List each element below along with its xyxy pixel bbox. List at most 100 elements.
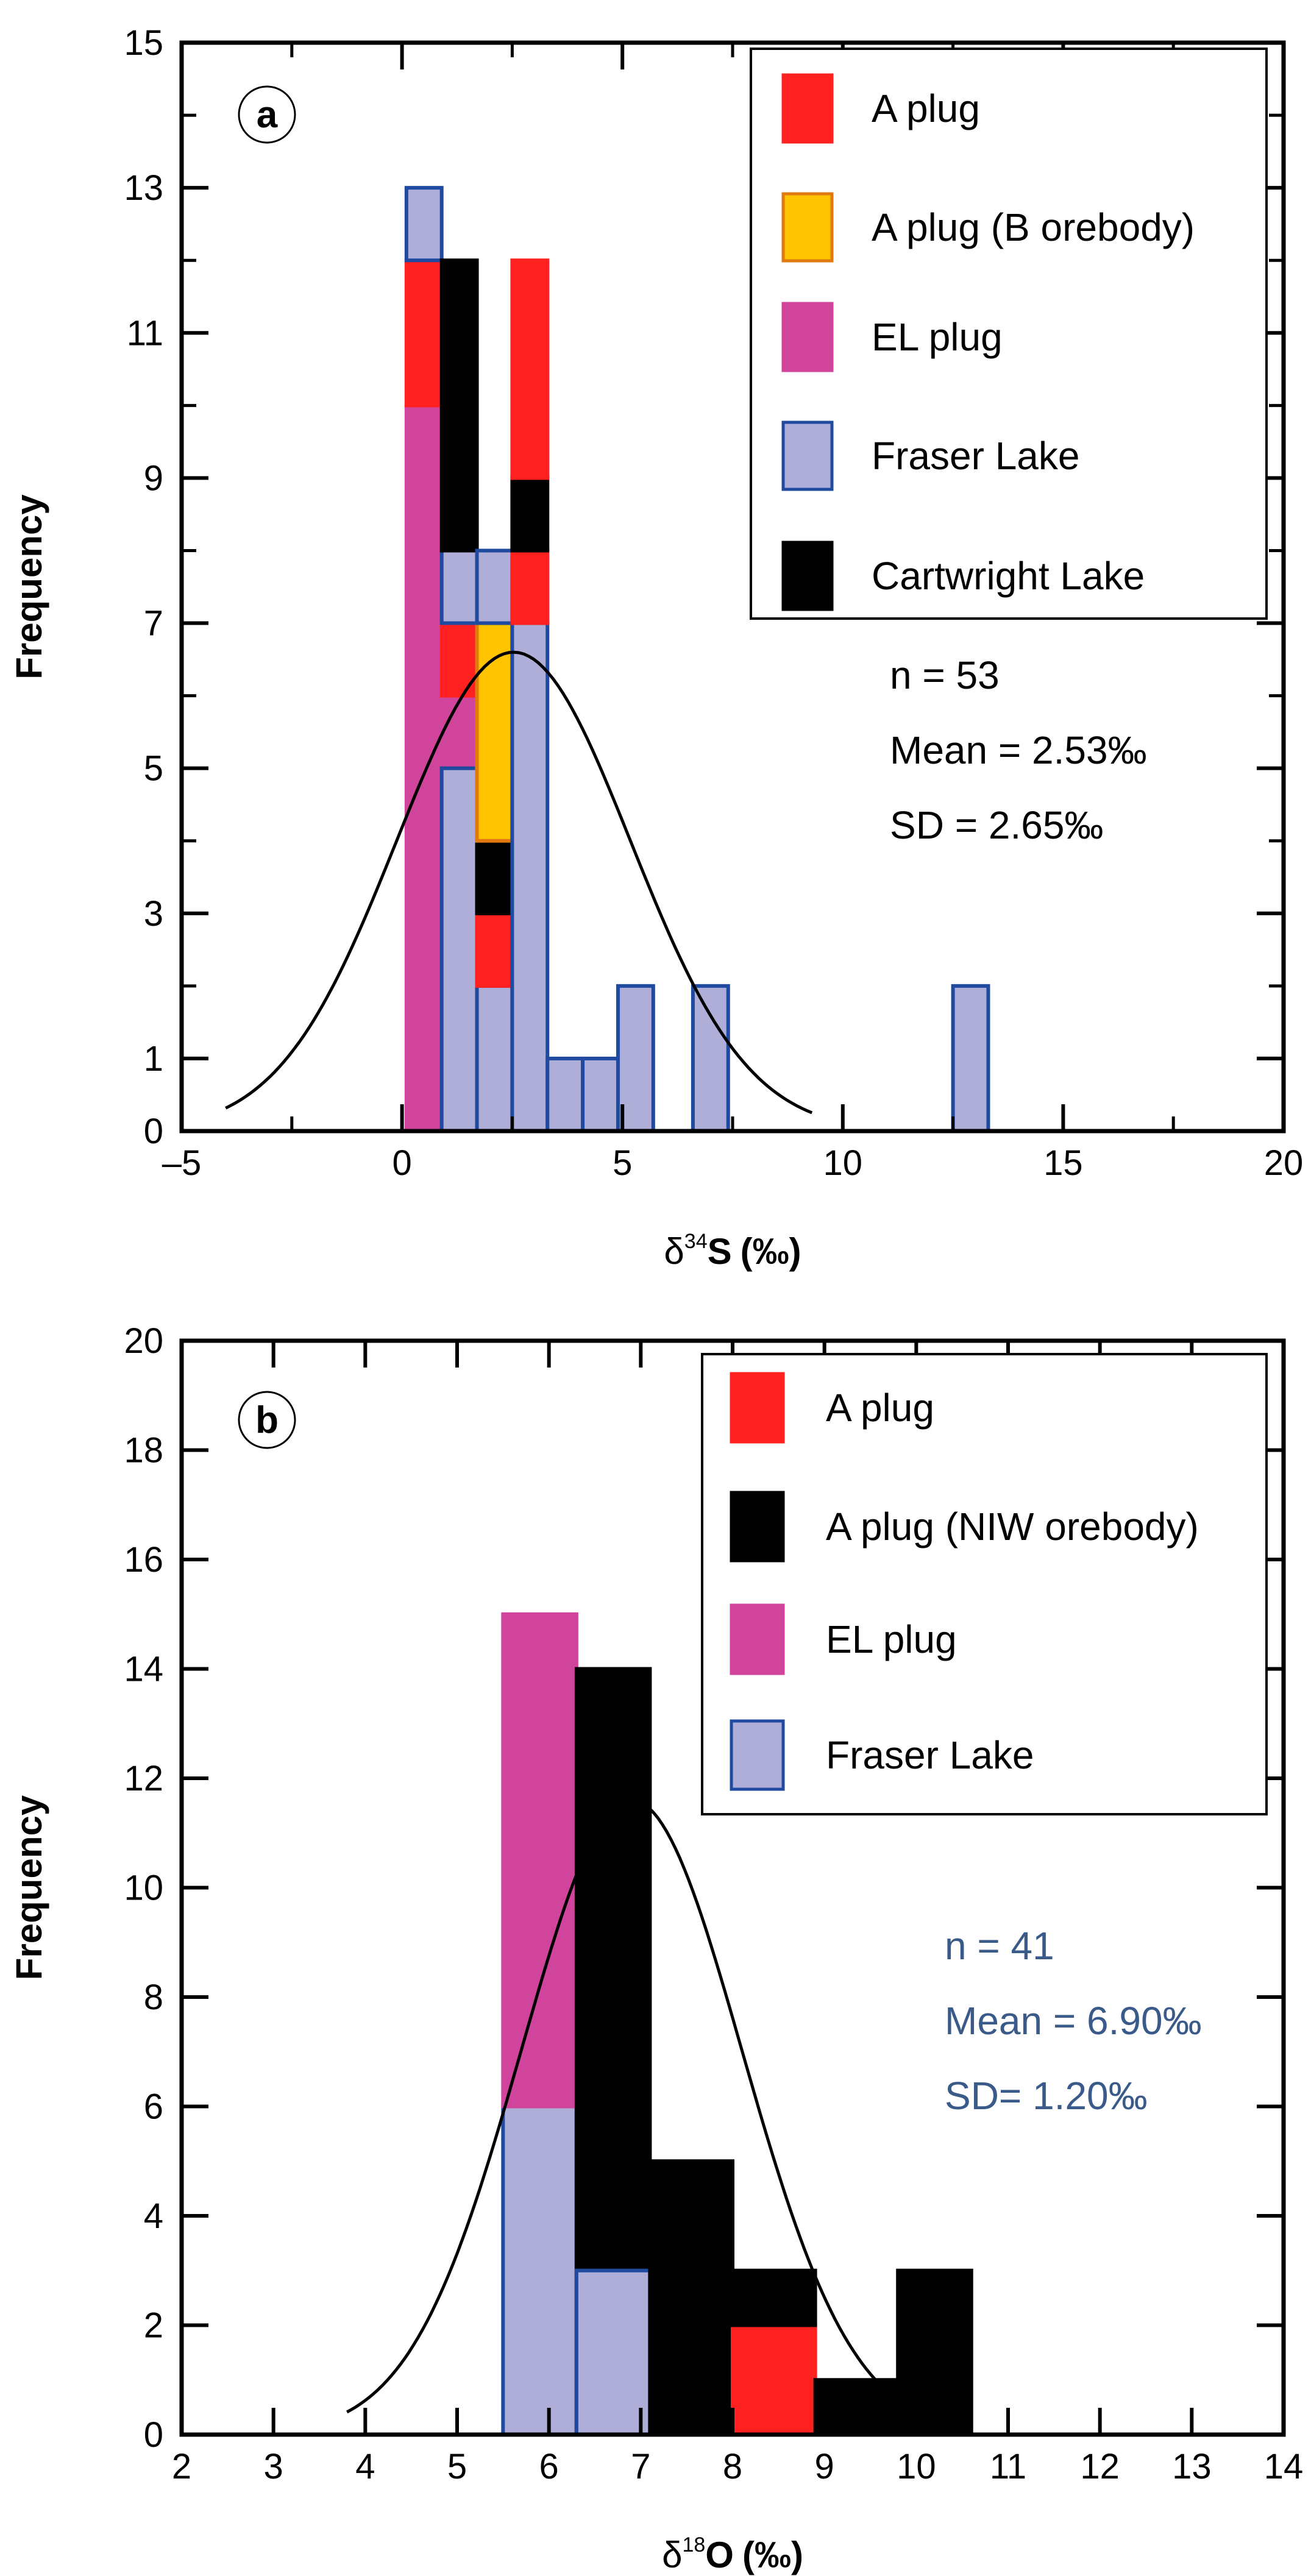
panel-a-normal-curve <box>225 650 813 1115</box>
panel-b-x-tick-label: 9 <box>815 2447 834 2486</box>
panel-b-normal-curve <box>346 1798 881 2414</box>
panel-a-bar-2-4 <box>475 548 514 625</box>
panel-a-bar-3-2 <box>510 476 550 553</box>
panel-a-stat-line-2: SD = 2.65‰ <box>890 803 1103 847</box>
panel-a-legend: A plug A plug (B orebody) EL plug Fraser La… <box>750 48 1268 620</box>
panel-a-stat-line-1: Mean = 2.53‰ <box>890 728 1147 772</box>
panel-a-bar-1-2 <box>439 548 479 625</box>
panel-b-y-tick-label: 8 <box>144 1978 163 2017</box>
panel-a-legend-label-4: Cartwright Lake <box>872 554 1145 598</box>
panel-a-legend-swatch-0 <box>781 73 834 144</box>
panel-a-bar-0-1 <box>404 258 444 408</box>
panel-b-bar-5-0 <box>896 2268 973 2436</box>
panel-a-y-tick-label: 9 <box>144 458 163 498</box>
panel-b-y-tick-label: 12 <box>124 1759 163 1798</box>
panel-a-bar-3-3 <box>510 258 550 480</box>
panel-b-letter: b <box>255 1399 279 1441</box>
panel-a-y-tick-label: 15 <box>124 23 163 63</box>
panel-b-x-tick-label: 5 <box>447 2447 467 2486</box>
panel-b-label: b <box>238 1391 296 1449</box>
panel-a-legend-swatch-2 <box>781 302 834 372</box>
panel-b-bar-0-1 <box>501 1612 578 2109</box>
panel-a-x-tick-label: 0 <box>392 1143 411 1183</box>
panel-a-legend-label-3: Fraser Lake <box>872 434 1079 478</box>
panel-a-legend-label-1: A plug (B orebody) <box>872 205 1195 249</box>
panel-a-bar-0-2 <box>404 186 444 263</box>
panel-b-x-tick-label: 14 <box>1264 2447 1304 2486</box>
panel-b-bar-0-0 <box>501 2104 578 2436</box>
panel-b-stat-line-1: Mean = 6.90‰ <box>945 1999 1202 2043</box>
panel-b-legend-label-3: Fraser Lake <box>826 1733 1034 1777</box>
panel-b-stat-line-0: n = 41 <box>945 1924 1054 1968</box>
panel-a-letter: a <box>257 94 278 136</box>
panel-a-bar-2-0 <box>475 984 514 1134</box>
panel-b-y-tick-label: 18 <box>124 1431 163 1471</box>
panel-b-legend-swatch-0 <box>730 1372 785 1444</box>
panel-b-y-tick-label: 4 <box>144 2196 163 2236</box>
panel-a-y-tick-label: 5 <box>144 749 163 789</box>
panel-a-y-tick-label: 1 <box>144 1039 163 1079</box>
panel-a-legend-label-0: A plug <box>872 87 980 130</box>
panel-a-bar-4-0 <box>545 1056 585 1134</box>
panel-a-bar-5-0 <box>581 1056 620 1134</box>
panel-a-stat-line-0: n = 53 <box>890 653 1000 697</box>
panel-b-legend-label-2: EL plug <box>826 1617 957 1661</box>
panel-b-legend-swatch-1 <box>730 1491 785 1563</box>
panel-b-y-axis-title: Frequency <box>9 1795 49 1980</box>
panel-b-y-tick-label: 14 <box>124 1650 163 1689</box>
panel-b-legend-label-1: A plug (NIW orebody) <box>826 1505 1199 1549</box>
panel-a-x-tick-label: 15 <box>1043 1143 1083 1183</box>
panel-a-x-tick-label: –5 <box>162 1143 202 1183</box>
panel-a-bar-1-1 <box>439 621 479 698</box>
panel-b-x-tick-label: 3 <box>264 2447 283 2486</box>
panel-a-label: a <box>238 85 296 144</box>
panel-a-bar-1-3 <box>439 258 479 553</box>
panel-b-legend: A plug A plug (NIW orebody) EL plug Fraser … <box>701 1353 1268 1815</box>
panel-a-y-tick-label: 7 <box>144 604 163 644</box>
panel-b-y-tick-label: 0 <box>144 2415 163 2455</box>
panel-b-legend-swatch-3 <box>730 1719 785 1791</box>
panel-a-legend-swatch-1 <box>781 192 834 263</box>
panel-a-stats: n = 53 Mean = 2.53‰ SD = 2.65‰ <box>890 653 1147 847</box>
panel-b-x-tick-label: 4 <box>355 2447 375 2486</box>
panel-b-stats: n = 41 Mean = 6.90‰ SD= 1.20‰ <box>945 1924 1202 2118</box>
panel-a-bar-2-2 <box>475 839 514 915</box>
panel-b-bar-1-1 <box>574 2268 652 2436</box>
panel-b-x-tick-label: 12 <box>1080 2447 1120 2486</box>
panel-a-bar-3-0 <box>510 621 550 1133</box>
panel-b-x-tick-label: 8 <box>723 2447 742 2486</box>
panel-b-y-tick-label: 6 <box>144 2087 163 2127</box>
panel-a-bar-1-4 <box>439 766 479 1133</box>
panel-a-bar-2-1 <box>475 911 514 988</box>
panel-a-x-tick-label: 10 <box>823 1143 863 1183</box>
panel-a-legend-swatch-4 <box>781 541 834 611</box>
panel-a-y-tick-label: 0 <box>144 1112 163 1151</box>
panel-a-bar-2-3 <box>475 621 514 843</box>
panel-a-y-axis-title: Frequency <box>9 494 49 679</box>
panel-a-bar-3-1 <box>510 548 550 625</box>
panel-b-y-tick-label: 20 <box>124 1321 163 1361</box>
panel-b-y-tick-label: 10 <box>124 1868 163 1908</box>
panel-b-bar-2-0 <box>648 2159 735 2436</box>
panel-a-x-axis-title: δ34S (‰) <box>664 1230 801 1272</box>
panel-b-bar-3-1 <box>731 2268 817 2327</box>
panel-b-x-tick-label: 11 <box>990 2447 1026 2486</box>
panel-b-y-tick-label: 2 <box>144 2306 163 2346</box>
panel-b-x-axis-title: δ18O (‰) <box>662 2533 803 2575</box>
panel-a-bar-0-0 <box>404 403 444 1133</box>
panel-a-y-tick-label: 3 <box>144 894 163 934</box>
panel-b-y-tick-label: 16 <box>124 1540 163 1580</box>
panel-b-bar-4-0 <box>813 2378 900 2436</box>
panel-b-x-tick-label: 7 <box>631 2447 650 2486</box>
panel-a-x-tick-label: 5 <box>613 1143 632 1183</box>
panel-b-legend-label-0: A plug <box>826 1386 934 1430</box>
panel-a-bar-7-0 <box>691 984 730 1134</box>
panel-b-x-tick-label: 6 <box>539 2447 559 2486</box>
panel-a-y-tick-label: 11 <box>127 313 163 353</box>
panel-b-x-tick-label: 2 <box>172 2447 191 2486</box>
panel-b-stat-line-2: SD= 1.20‰ <box>945 2074 1148 2118</box>
panel-b-x-tick-label: 13 <box>1172 2447 1212 2486</box>
panel-a-legend-swatch-3 <box>781 420 834 491</box>
